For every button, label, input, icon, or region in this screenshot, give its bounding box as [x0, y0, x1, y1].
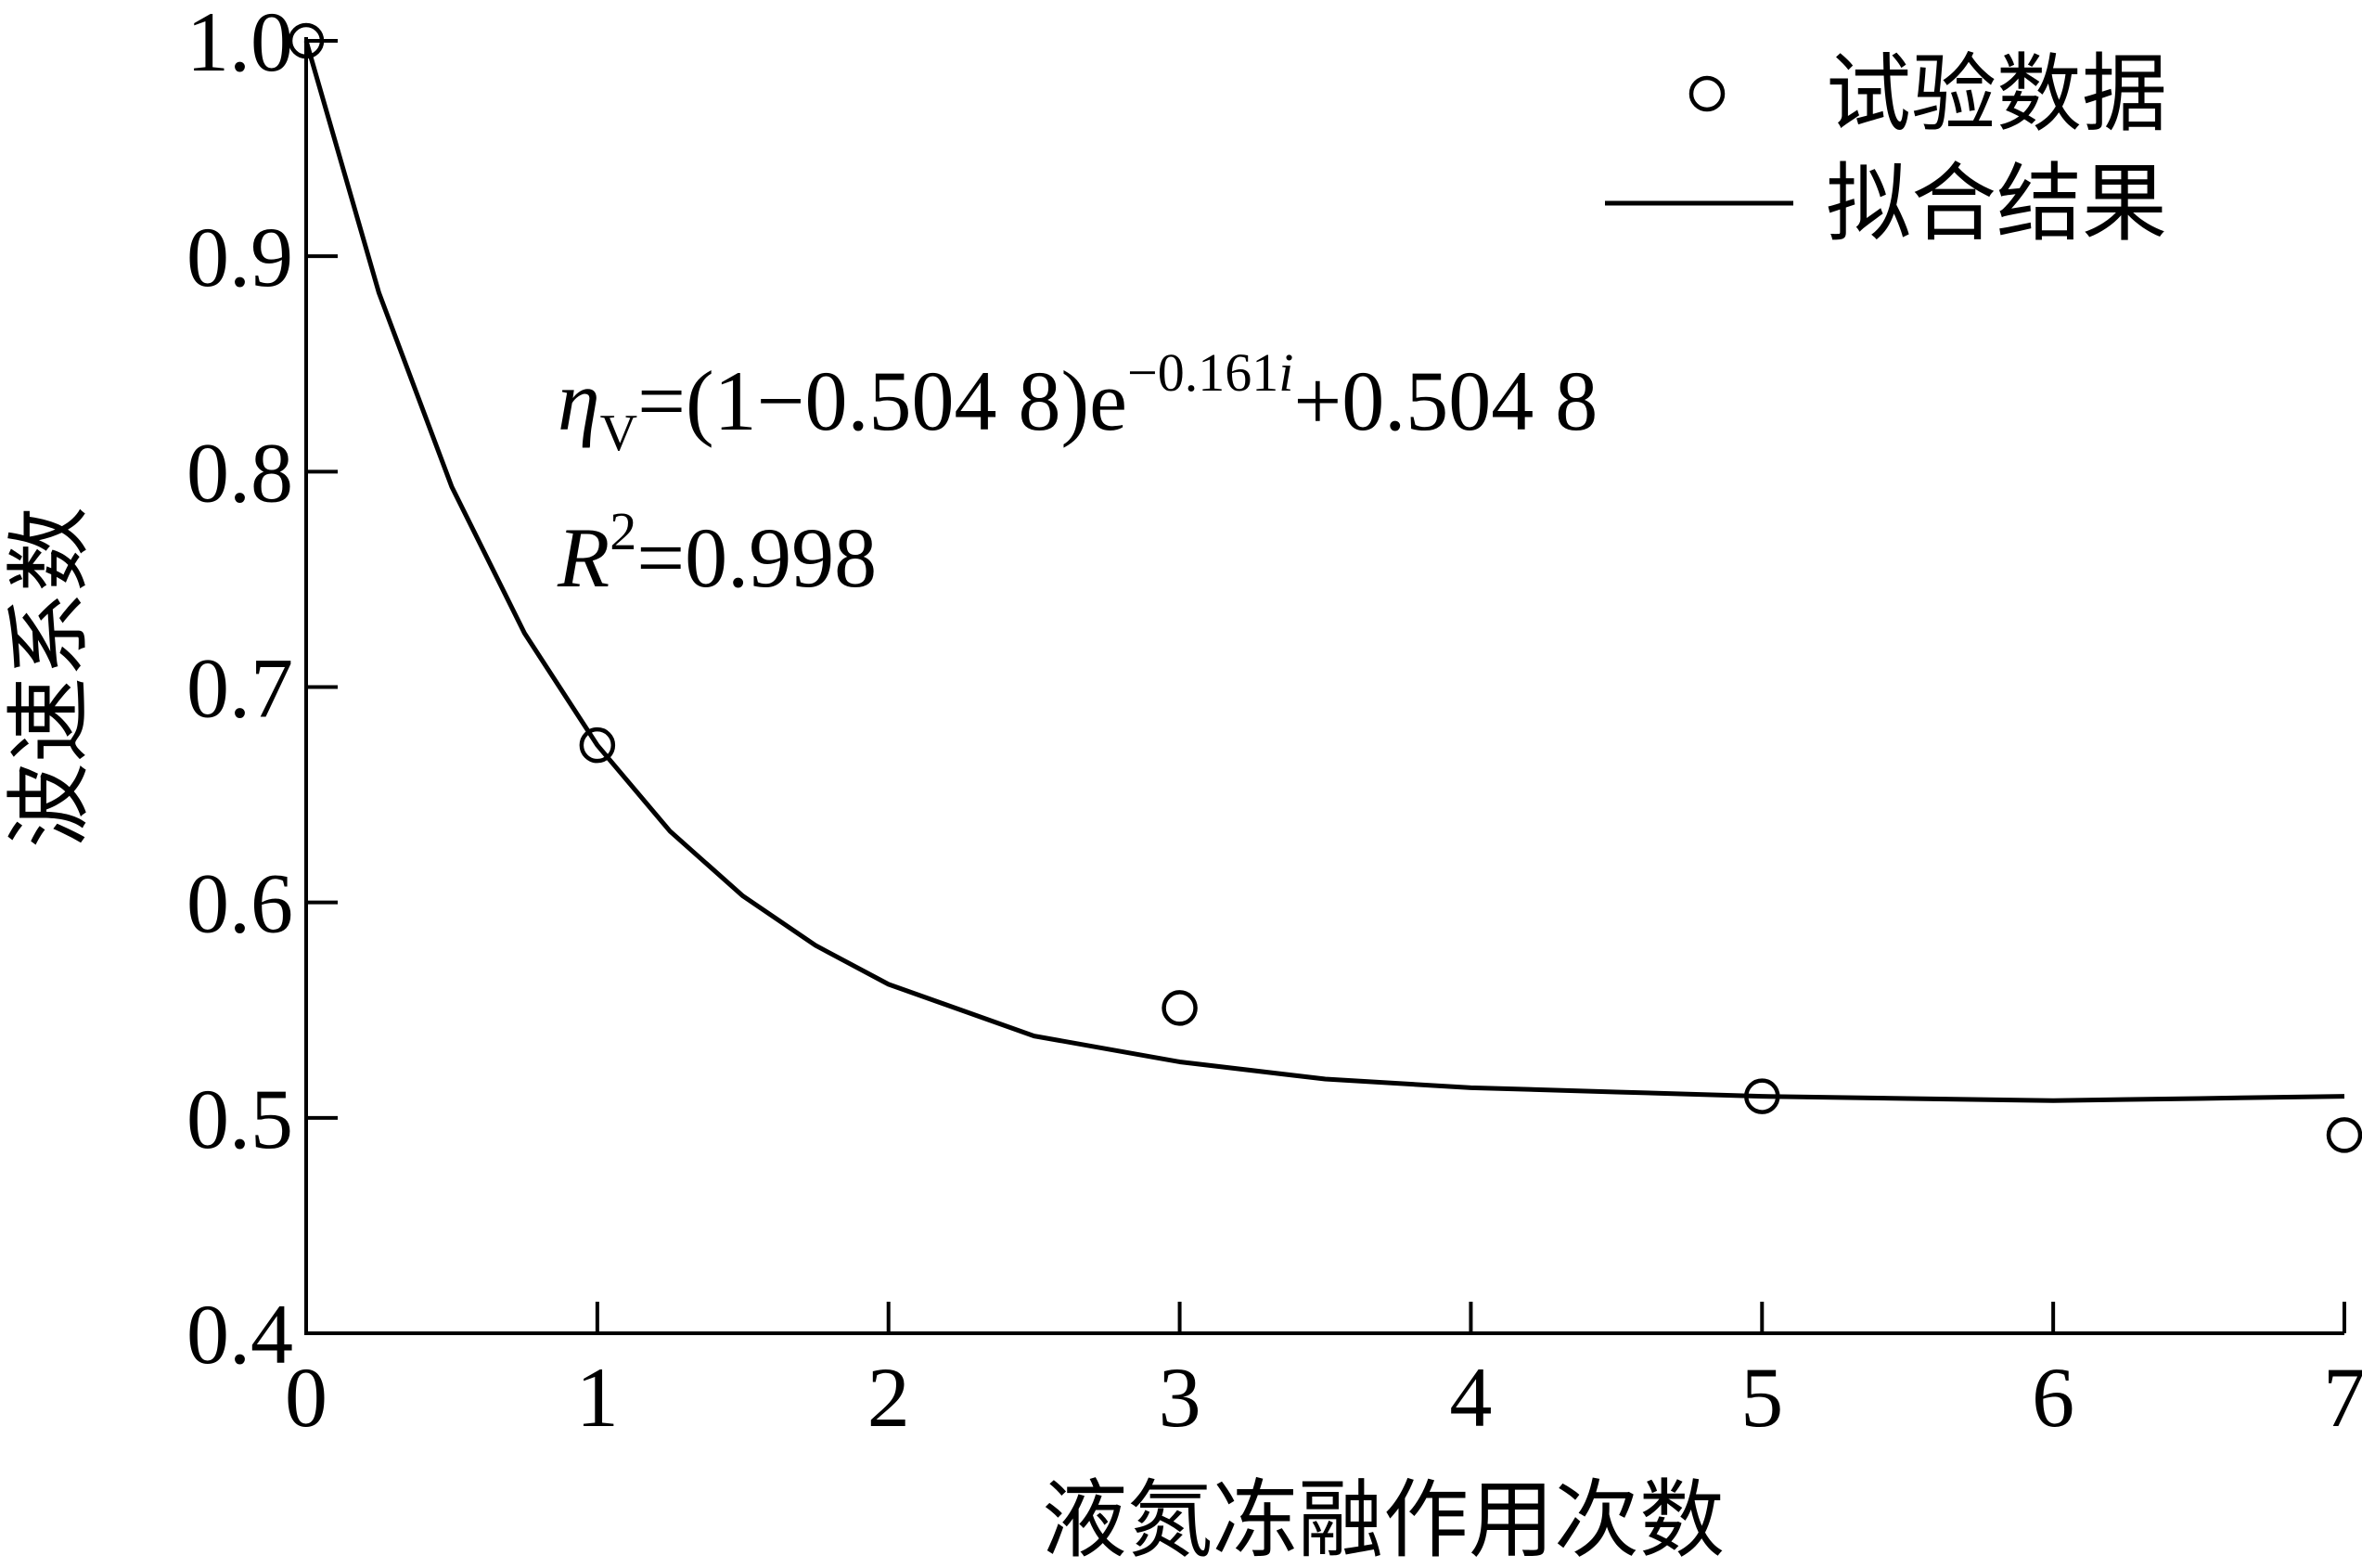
- r2-part: R: [557, 510, 610, 605]
- legend-label: 拟合结果: [1826, 157, 2167, 251]
- y-tick-label: 0.6: [186, 856, 293, 951]
- data-point: [2326, 1117, 2362, 1153]
- y-tick-label: 1.0: [186, 0, 293, 89]
- x-tick-label: 3: [1159, 1350, 1201, 1445]
- y-tick-label: 0.8: [186, 425, 293, 520]
- eq-part: η: [558, 353, 600, 448]
- x-tick-label: 2: [867, 1350, 910, 1445]
- x-tick-label: 6: [2032, 1350, 2074, 1445]
- x-axis-title: 液氮冻融作用次数: [1042, 1473, 1725, 1568]
- eq-part: =(1−0.504 8)e: [637, 353, 1127, 448]
- eq-part: V: [600, 405, 637, 462]
- r-squared: R2=0.998: [557, 501, 877, 605]
- legend-marker: [1688, 75, 1726, 112]
- r2-part: 2: [610, 501, 636, 561]
- equation: ηV=(1−0.504 8)e−0.161i+0.504 8: [558, 342, 1598, 462]
- x-tick-label: 0: [285, 1350, 327, 1445]
- y-tick-label: 0.5: [186, 1072, 293, 1166]
- x-tick-label: 7: [2323, 1350, 2362, 1445]
- data-point: [579, 726, 616, 764]
- legend-label: 试验数据: [1826, 47, 2167, 142]
- y-tick-label: 0.4: [186, 1287, 293, 1382]
- y-tick-label: 0.7: [186, 641, 293, 736]
- r2-part: =0.998: [636, 510, 877, 605]
- eq-part: i: [1278, 342, 1293, 403]
- y-axis-title: 波速系数: [3, 507, 97, 848]
- eq-part: −0.161: [1127, 342, 1278, 403]
- x-tick-label: 1: [576, 1350, 619, 1445]
- y-tick-label: 0.9: [186, 210, 293, 304]
- data-point: [1162, 990, 1198, 1026]
- fit-line: [303, 40, 2345, 1103]
- data-point: [288, 22, 325, 59]
- x-tick-label: 4: [1449, 1350, 1492, 1445]
- x-tick-label: 5: [1740, 1350, 1783, 1445]
- eq-part: +0.504 8: [1293, 353, 1598, 448]
